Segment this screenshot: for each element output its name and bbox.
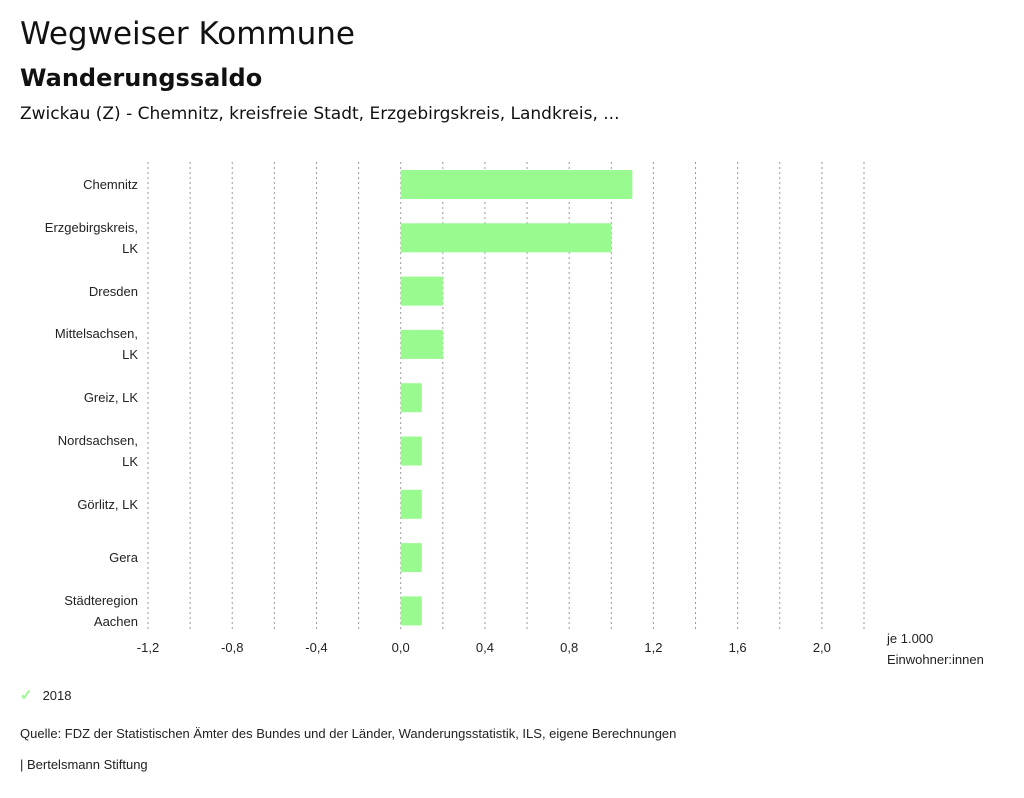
category-label-line: LK — [122, 347, 138, 363]
chart-title: Wegweiser Kommune — [20, 16, 355, 52]
x-tick-label: -0,4 — [305, 640, 328, 655]
x-tick-label: 1,2 — [644, 640, 663, 655]
category-label: Görlitz, LK — [0, 494, 138, 515]
x-axis-unit-label: je 1.000 Einwohner:innen — [887, 628, 984, 670]
x-tick-label: -0,8 — [221, 640, 244, 655]
bar-5[interactable] — [400, 383, 422, 413]
bar-6[interactable] — [400, 436, 422, 466]
check-icon: ✓ — [20, 687, 33, 704]
category-label-line: Gera — [109, 550, 138, 566]
category-label-line: Mittelsachsen, — [54, 326, 138, 342]
category-label: Erzgebirgskreis, LK — [0, 217, 138, 259]
x-axis-unit-line-2: Einwohner:innen — [887, 652, 984, 667]
chart-subtitle: Wanderungssaldo — [20, 64, 263, 92]
category-label: Dresden — [0, 281, 138, 302]
x-tick-label: 2,0 — [812, 640, 831, 655]
category-label: Greiz, LK — [0, 387, 138, 408]
region-selection: Zwickau (Z) - Chemnitz, kreisfreie Stadt… — [20, 104, 620, 124]
bar-9[interactable] — [400, 596, 422, 626]
credit-note: | Bertelsmann Stiftung — [20, 757, 148, 772]
x-tick-label: 0,8 — [560, 640, 579, 655]
category-label: Mittelsachsen, LK — [0, 323, 138, 365]
category-label-line: Städteregion — [64, 592, 138, 608]
legend-item-2018[interactable]: ✓ 2018 — [20, 686, 72, 704]
bar-1[interactable] — [400, 170, 633, 199]
category-label: Gera — [0, 547, 138, 568]
category-label-line: Dresden — [88, 283, 138, 299]
category-label-line: Greiz, LK — [83, 390, 138, 406]
category-label-line: Chemnitz — [83, 177, 138, 192]
bar-chart — [147, 162, 865, 632]
x-tick-label: 1,6 — [728, 640, 747, 655]
category-label-line: LK — [122, 454, 138, 469]
category-label-line: Görlitz, LK — [77, 496, 138, 512]
bar-2[interactable] — [400, 223, 612, 253]
bar-4[interactable] — [400, 329, 443, 359]
x-tick-label: 0,4 — [475, 640, 494, 655]
gridlines — [147, 162, 865, 632]
x-tick-label: 0,0 — [391, 640, 410, 655]
x-axis-unit-line-1: je 1.000 — [887, 631, 934, 646]
category-label-line: Aachen — [93, 613, 138, 629]
source-note: Quelle: FDZ der Statistischen Ämter des … — [20, 726, 677, 741]
category-label-line: Erzgebirgskreis, — [44, 219, 138, 235]
category-label: Chemnitz — [0, 174, 138, 195]
category-label-line: LK — [122, 240, 138, 256]
category-label: Städteregion Aachen — [0, 590, 138, 632]
legend-label: 2018 — [42, 687, 72, 703]
category-label: Nordsachsen, LK — [0, 430, 138, 472]
bar-3[interactable] — [400, 276, 443, 306]
category-label-line: Nordsachsen, — [57, 433, 138, 448]
bar-8[interactable] — [400, 543, 422, 573]
bars — [400, 170, 633, 626]
x-tick-label: -1,2 — [136, 640, 160, 655]
bar-7[interactable] — [400, 489, 422, 519]
